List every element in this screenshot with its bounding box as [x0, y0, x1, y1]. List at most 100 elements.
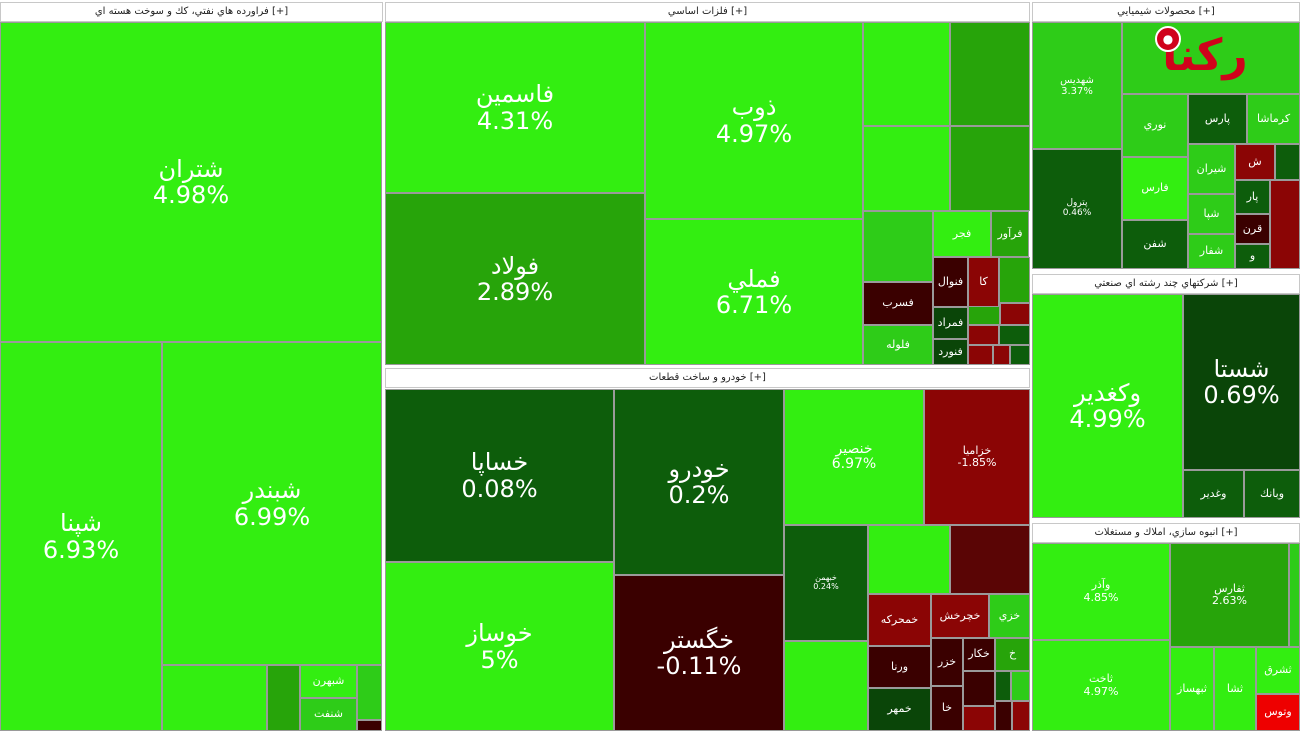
treemap-cell[interactable] — [950, 22, 1030, 126]
treemap-tile[interactable]: و — [1235, 244, 1270, 269]
treemap-cell[interactable] — [993, 345, 1010, 365]
treemap-cell[interactable] — [995, 671, 1011, 701]
treemap-cell[interactable] — [950, 525, 1030, 594]
treemap-cell[interactable] — [784, 641, 868, 731]
treemap-tile[interactable]: خساپا 0.08% — [385, 389, 614, 562]
sector-header[interactable]: شركتهاي چند رشته اي صنعتي [+] — [1032, 274, 1300, 294]
treemap-tile[interactable]: فلوله — [863, 325, 933, 365]
treemap-cell[interactable] — [267, 665, 300, 731]
treemap-cell[interactable] — [995, 701, 1012, 731]
treemap-tile[interactable]: وكغدير 4.99% — [1032, 294, 1183, 518]
treemap-cell[interactable] — [999, 257, 1030, 303]
treemap-tile[interactable]: خ — [995, 638, 1030, 671]
treemap-tile[interactable]: فملي 6.71% — [645, 219, 863, 365]
treemap-cell[interactable] — [863, 211, 933, 282]
sector-header[interactable]: محصولات شيميايي [+] — [1032, 2, 1300, 22]
treemap-cell[interactable] — [1010, 345, 1030, 365]
treemap-tile[interactable]: شتران 4.98% — [0, 22, 382, 342]
treemap-tile[interactable]: خودرو 0.2% — [614, 389, 784, 575]
treemap-cell[interactable] — [968, 325, 999, 345]
treemap-tile[interactable]: فمراد — [933, 307, 968, 339]
treemap-cell[interactable] — [963, 706, 995, 731]
tile-change: 4.99% — [1069, 405, 1146, 433]
treemap-cell[interactable] — [868, 525, 950, 594]
treemap-cell[interactable] — [863, 22, 950, 126]
treemap-cell[interactable] — [1270, 180, 1300, 269]
tile-symbol: خا — [941, 701, 953, 715]
treemap-tile[interactable]: شيران — [1188, 144, 1235, 194]
treemap-tile[interactable]: كا — [968, 257, 999, 307]
treemap-cell[interactable] — [1011, 671, 1030, 701]
treemap-tile[interactable]: شپنا 6.93% — [0, 342, 162, 731]
tile-change: 4.97% — [715, 119, 793, 148]
treemap-cell[interactable] — [1012, 701, 1030, 731]
treemap-tile[interactable]: فولاد 2.89% — [385, 193, 645, 365]
treemap-cell[interactable] — [357, 665, 382, 720]
tile-symbol: خوساز — [466, 619, 533, 648]
treemap-tile[interactable]: خمحركه — [868, 594, 931, 646]
tile-change: 0.46% — [1062, 208, 1092, 218]
treemap-tile[interactable]: شپا — [1188, 194, 1235, 234]
treemap-tile[interactable]: ذوب 4.97% — [645, 22, 863, 219]
treemap-tile[interactable]: قرن — [1235, 214, 1270, 244]
treemap-tile[interactable]: فنوال — [933, 257, 968, 307]
treemap-cell[interactable] — [1275, 144, 1300, 180]
treemap-tile[interactable]: خا — [931, 686, 963, 731]
treemap-tile[interactable]: خوساز 5% — [385, 562, 614, 731]
treemap-tile[interactable]: خگستر -0.11% — [614, 575, 784, 731]
treemap-tile[interactable]: ثفارس 2.63% — [1170, 543, 1289, 647]
treemap-tile[interactable]: پترول 0.46% — [1032, 149, 1122, 269]
treemap-tile[interactable]: شفن — [1122, 220, 1188, 269]
treemap-tile[interactable]: پار — [1235, 180, 1270, 214]
treemap-tile[interactable]: فسرب — [863, 282, 933, 325]
treemap-tile[interactable]: وتوس — [1256, 694, 1300, 731]
treemap-tile[interactable]: شنفت — [300, 698, 357, 731]
sector-header[interactable]: فلزات اساسي [+] — [385, 2, 1030, 22]
treemap-tile[interactable]: فنورد — [933, 339, 968, 365]
treemap-tile[interactable]: ثشا — [1214, 647, 1256, 731]
treemap-tile[interactable]: شفار — [1188, 234, 1235, 269]
treemap-tile[interactable]: ثاخت 4.97% — [1032, 640, 1170, 731]
treemap-tile[interactable]: خمهر — [868, 688, 931, 731]
treemap-tile[interactable]: ثبهساز — [1170, 647, 1214, 731]
treemap-cell[interactable] — [963, 671, 995, 706]
treemap-cell[interactable] — [950, 126, 1030, 211]
tile-symbol: خمهر — [887, 702, 912, 716]
treemap-tile[interactable]: ثشرق — [1256, 647, 1300, 694]
treemap-tile[interactable]: خچرخش — [931, 594, 989, 638]
treemap-tile[interactable]: ش — [1235, 144, 1275, 180]
treemap-tile[interactable]: خزي — [989, 594, 1030, 638]
treemap-tile[interactable]: فجر — [933, 211, 991, 257]
treemap-tile[interactable]: وغدير — [1183, 470, 1244, 518]
treemap-tile[interactable]: خبهمن 0.24% — [784, 525, 868, 641]
treemap-cell[interactable] — [1289, 543, 1300, 647]
sector-header[interactable]: خودرو و ساخت قطعات [+] — [385, 368, 1030, 388]
treemap-tile[interactable]: كرماشا — [1247, 94, 1300, 144]
treemap-tile[interactable]: خزر — [931, 638, 963, 686]
sector-header[interactable]: فراورده هاي نفتي، كك و سوخت هسته اي [+] — [0, 2, 383, 22]
tile-symbol: فنوال — [937, 274, 964, 288]
treemap-tile[interactable]: خنصير 6.97% — [784, 389, 924, 525]
treemap-tile[interactable]: شستا 0.69% — [1183, 294, 1300, 470]
treemap-cell[interactable] — [863, 126, 950, 211]
treemap-tile[interactable]: ورنا — [868, 646, 931, 688]
treemap-cell[interactable] — [162, 665, 267, 731]
treemap-cell[interactable] — [999, 325, 1030, 345]
treemap-tile[interactable]: خكار — [963, 638, 995, 671]
treemap-cell[interactable] — [357, 720, 382, 731]
treemap-tile[interactable]: شبندر 6.99% — [162, 342, 382, 665]
treemap-tile[interactable]: وآذر 4.85% — [1032, 543, 1170, 640]
treemap-cell[interactable] — [1000, 303, 1030, 325]
treemap-tile[interactable]: فرآور — [991, 211, 1029, 257]
treemap-tile[interactable]: فاسمين 4.31% — [385, 22, 645, 193]
treemap-tile[interactable]: فارس — [1122, 157, 1188, 220]
treemap-tile[interactable]: خزاميا -1.85% — [924, 389, 1030, 525]
treemap-tile[interactable]: وبانك — [1244, 470, 1300, 518]
tile-change: -1.85% — [957, 456, 997, 469]
sector-header[interactable]: انبوه سازي، املاك و مستغلات [+] — [1032, 523, 1300, 543]
treemap-tile[interactable]: شبهرن — [300, 665, 357, 698]
treemap-tile[interactable]: شهديس 3.37% — [1032, 22, 1122, 149]
treemap-tile[interactable]: پارس — [1188, 94, 1247, 144]
treemap-cell[interactable] — [968, 345, 993, 365]
treemap-tile[interactable]: نوري — [1122, 94, 1188, 157]
